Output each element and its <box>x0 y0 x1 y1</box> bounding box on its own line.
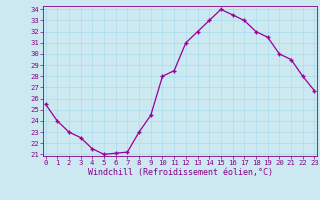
X-axis label: Windchill (Refroidissement éolien,°C): Windchill (Refroidissement éolien,°C) <box>87 168 273 177</box>
